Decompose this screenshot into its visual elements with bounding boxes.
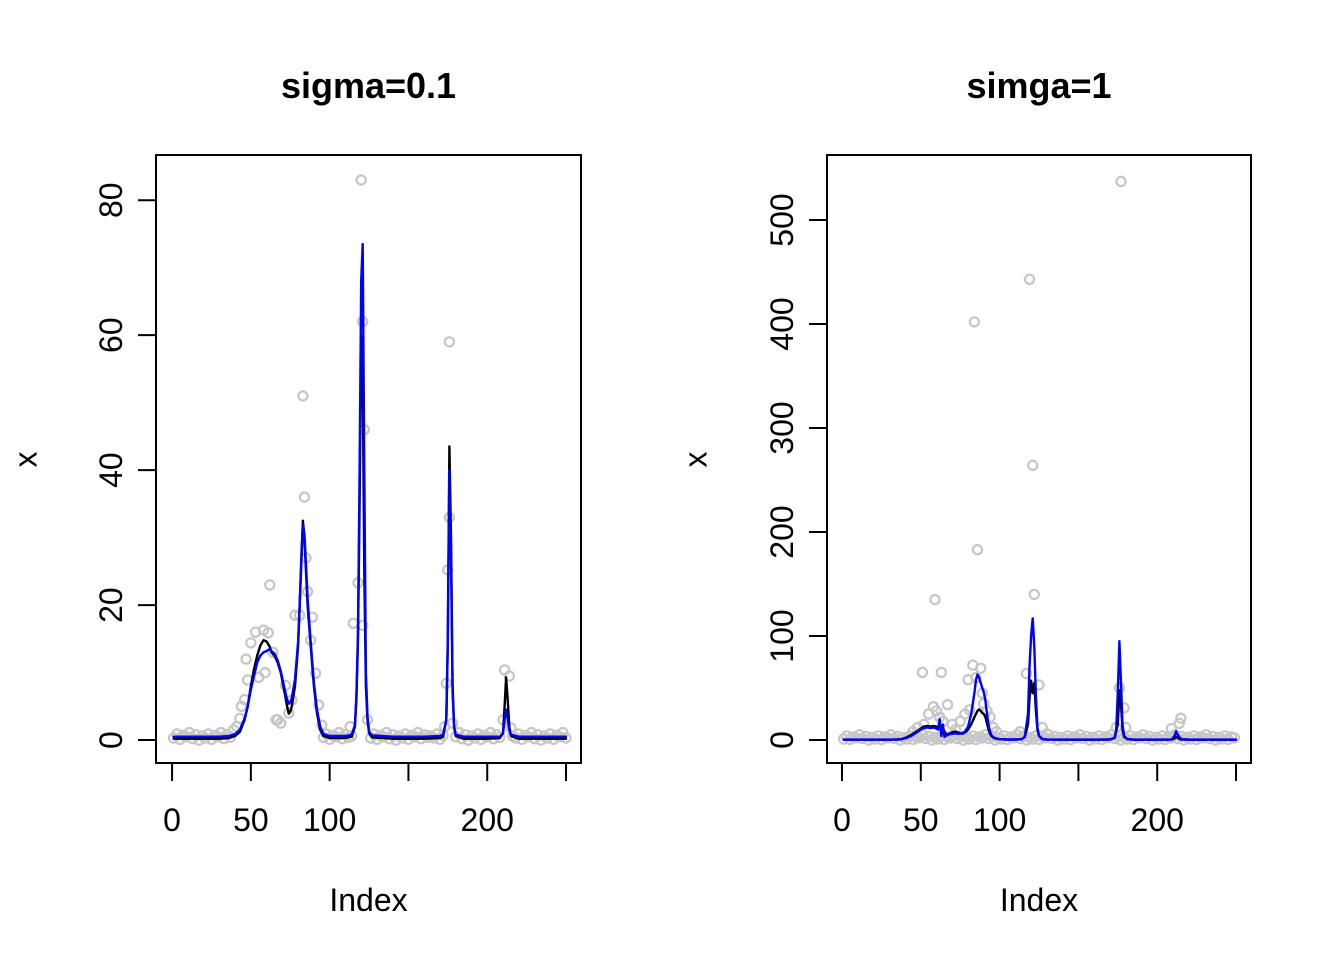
scatter-point — [355, 174, 367, 186]
scatter-point — [297, 390, 309, 402]
scatter-point — [990, 726, 1003, 738]
scatter-point — [267, 646, 279, 659]
scatter-point — [968, 316, 981, 328]
scatter-point — [1119, 721, 1132, 734]
x-tick-label: 200 — [1131, 802, 1184, 838]
scatter-point — [929, 593, 941, 606]
scatter-point — [446, 717, 459, 729]
x-tick-label: 200 — [461, 802, 514, 838]
scatter-point — [240, 653, 252, 665]
plot-box — [155, 154, 582, 764]
y-tick-label: 300 — [764, 401, 800, 454]
scatter-point — [941, 699, 954, 711]
scatter-point — [298, 491, 311, 503]
panel-right-x-axis-label: Index — [999, 882, 1079, 918]
scatter-point — [1028, 588, 1041, 601]
y-tick-label: 0 — [764, 731, 800, 749]
scatter-point — [1228, 732, 1241, 744]
x-tick-label: 0 — [833, 802, 851, 838]
scatter-point — [264, 579, 276, 591]
x-tick-label: 0 — [163, 802, 181, 838]
scatter-point — [259, 666, 271, 679]
y-tick-label: 100 — [764, 609, 800, 662]
panel-left-x-axis-label: Index — [329, 882, 408, 918]
scatter-point — [1175, 712, 1187, 724]
panel-left-title: sigma=0.1 — [280, 65, 457, 106]
panel-right-title: simga=1 — [966, 65, 1112, 106]
scatter-point — [1023, 273, 1036, 285]
scatter-point — [1173, 717, 1186, 730]
scatter-point — [971, 544, 984, 556]
scatter-point — [309, 667, 322, 680]
scatter-point — [963, 704, 976, 716]
scatter-point — [962, 674, 974, 686]
scatter-point — [503, 670, 515, 682]
scatter-point — [1026, 459, 1039, 472]
scatter-point — [347, 617, 359, 630]
y-tick-label: 60 — [93, 317, 129, 353]
x-tick-label: 50 — [903, 802, 939, 838]
scatter-point — [275, 717, 287, 729]
x-tick-label: 100 — [973, 802, 1026, 838]
scatter-point — [262, 627, 274, 639]
scatter-point — [245, 637, 257, 649]
scatter-point — [935, 666, 948, 679]
smooth-estimate-line — [842, 617, 1238, 741]
y-tick-label: 0 — [93, 731, 129, 749]
y-tick-label: 200 — [764, 505, 800, 558]
scatter-point — [1115, 175, 1127, 188]
true-signal-line — [172, 334, 568, 740]
smooth-estimate-line — [172, 242, 568, 738]
y-tick-label: 80 — [93, 182, 129, 218]
panel-left-y-axis-label: x — [7, 451, 44, 467]
plot-box — [826, 154, 1252, 764]
y-tick-label: 40 — [93, 452, 129, 488]
scatter-point — [916, 666, 929, 679]
y-tick-label: 20 — [93, 587, 129, 623]
scatter-point — [1165, 722, 1178, 735]
scatter-point — [312, 699, 325, 711]
y-tick-label: 500 — [764, 193, 800, 246]
scatter-point — [930, 705, 943, 717]
y-tick-label: 400 — [764, 297, 800, 350]
scatter-point — [443, 336, 456, 348]
x-tick-label: 100 — [303, 802, 356, 838]
scatter-point — [1020, 667, 1033, 680]
x-tick-label: 50 — [233, 802, 269, 838]
scatter-point — [975, 662, 987, 675]
panel-right-y-axis-label: x — [677, 451, 714, 467]
